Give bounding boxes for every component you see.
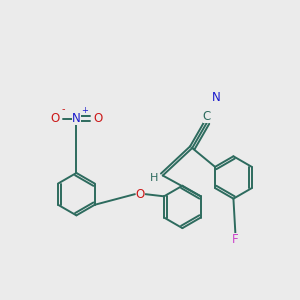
- Text: H: H: [150, 173, 158, 184]
- Text: N: N: [212, 91, 221, 104]
- Text: C: C: [203, 110, 211, 122]
- Text: N: N: [72, 112, 81, 125]
- Text: O: O: [94, 112, 103, 125]
- Text: F: F: [232, 233, 239, 246]
- Text: +: +: [81, 106, 88, 115]
- Text: O: O: [50, 112, 59, 125]
- Text: O: O: [136, 188, 145, 201]
- Text: -: -: [61, 104, 64, 114]
